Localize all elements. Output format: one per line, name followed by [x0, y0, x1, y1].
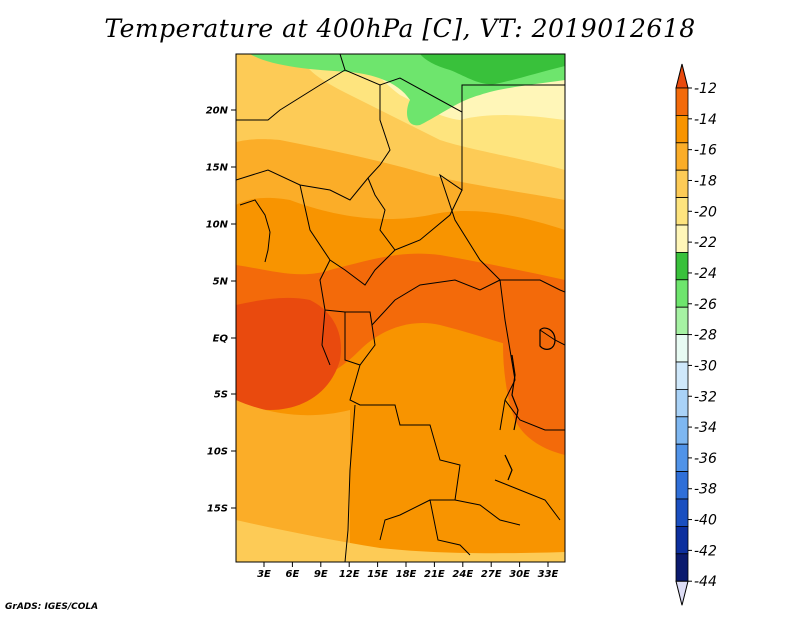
colorbar-label: -38 — [694, 482, 717, 498]
colorbar-label: -16 — [694, 143, 717, 159]
lat-tick-label: 10N — [206, 220, 229, 231]
colorbar-segment — [675, 306, 689, 336]
temperature-field — [236, 54, 565, 562]
lat-tick-label: 15S — [207, 504, 228, 515]
lat-tick-label: 15N — [206, 163, 229, 174]
colorbar-label: -30 — [694, 358, 717, 374]
colorbar-label: -24 — [694, 266, 717, 282]
lat-tick-label: 10S — [207, 447, 228, 458]
colorbar-segment — [675, 142, 689, 171]
colorbar-segment — [675, 87, 689, 116]
colorbar-label: -44 — [694, 574, 717, 590]
country-borders — [236, 54, 565, 562]
colorbar-label: -40 — [694, 513, 717, 529]
lon-tick-label: 21E — [424, 569, 445, 580]
lon-tick-label: 12E — [339, 569, 360, 580]
colorbar-segment — [675, 334, 689, 363]
lon-tick-label: 6E — [286, 569, 300, 580]
colorbar-label: -20 — [694, 204, 717, 220]
colorbar-segment — [675, 416, 689, 445]
colorbar-top-arrow — [675, 63, 689, 89]
colorbar-segment — [675, 115, 689, 144]
longitude-axis: 3E 6E 9E 12E 15E 18E 21E 24E 27E 30E 33E — [257, 562, 559, 580]
colorbar-label: -18 — [694, 173, 717, 189]
colorbar-segment — [675, 197, 689, 226]
colorbar-label: -22 — [694, 235, 717, 251]
lon-tick-label: 24E — [452, 569, 473, 580]
lat-tick-label: 20N — [206, 106, 229, 117]
colorbar-label: -42 — [694, 543, 717, 559]
colorbar-label: -14 — [694, 112, 717, 128]
colorbar-label: -28 — [694, 328, 717, 344]
lon-tick-label: 27E — [481, 569, 502, 580]
lat-tick-label: 5S — [214, 390, 228, 401]
colorbar-label: -36 — [694, 451, 717, 467]
colorbar-segment — [675, 169, 689, 198]
lakes — [504, 327, 556, 481]
colorbar-segment — [675, 361, 689, 390]
lon-tick-label: 15E — [367, 569, 388, 580]
colorbar-segment — [675, 224, 689, 253]
lon-tick-label: 3E — [257, 569, 271, 580]
lat-tick-label: EQ — [213, 334, 229, 345]
lon-tick-label: 30E — [509, 569, 530, 580]
lon-tick-label: 18E — [396, 569, 417, 580]
colorbar-segment — [675, 388, 689, 418]
colorbar-bottom-arrow — [675, 580, 689, 606]
lon-tick-label: 9E — [314, 569, 328, 580]
map-frame — [235, 53, 566, 563]
lat-tick-label: 5N — [213, 277, 229, 288]
grads-credit: GrADS: IGES/COLA — [5, 602, 99, 612]
colorbar-segment — [675, 443, 689, 473]
colorbar-segment — [675, 498, 689, 527]
colorbar: -12 -14 -16 -18 -20 -22 -24 -26 -28 -30 -32 -34 -36 -… — [675, 63, 717, 606]
colorbar-label: -12 — [694, 81, 717, 97]
colorbar-label: -34 — [694, 420, 717, 436]
colorbar-segment — [675, 526, 689, 555]
chart-title: Temperature at 400hPa [C], VT: 201901261… — [104, 14, 696, 43]
colorbar-label: -32 — [694, 389, 717, 405]
lon-tick-label: 33E — [538, 569, 559, 580]
colorbar-segment — [675, 251, 689, 281]
colorbar-label: -26 — [694, 297, 717, 313]
colorbar-segment — [675, 553, 689, 582]
colorbar-segment — [675, 279, 689, 308]
colorbar-segment — [675, 471, 689, 500]
latitude-axis: 20N 15N 10N 5N EQ 5S 10S 15S — [206, 106, 236, 515]
